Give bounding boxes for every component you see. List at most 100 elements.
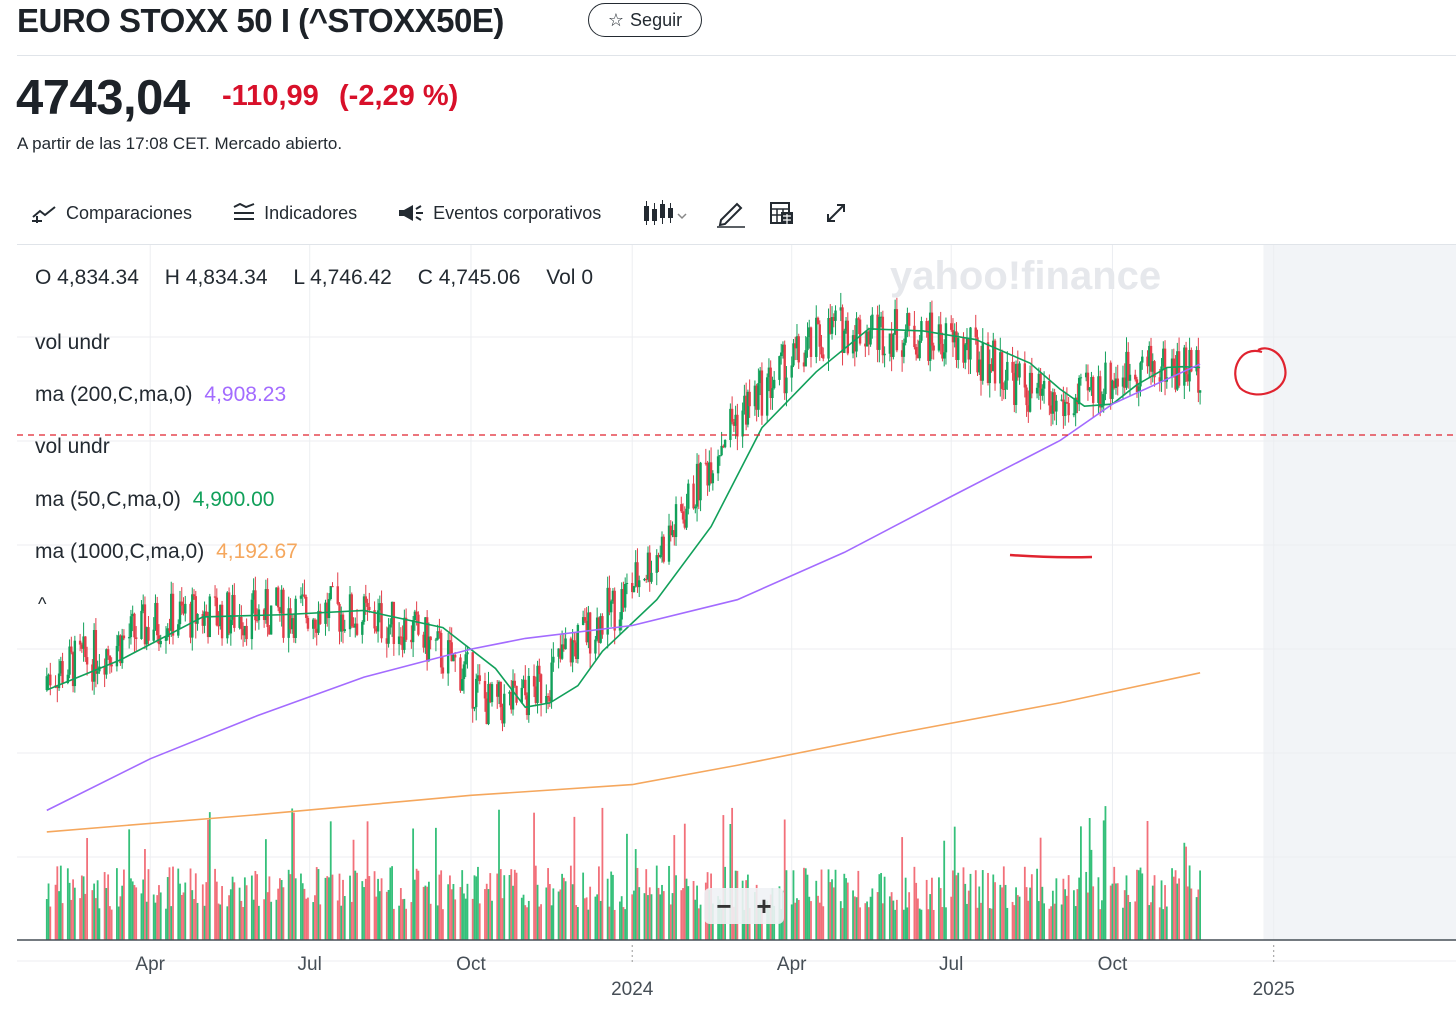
volume-bar xyxy=(466,883,469,940)
candle-body xyxy=(206,616,210,638)
ma-line xyxy=(46,672,1201,833)
candle-body xyxy=(508,691,511,694)
candle-body xyxy=(576,624,580,659)
volume-bar xyxy=(999,884,1002,940)
candle-body xyxy=(473,707,476,709)
candle-body xyxy=(231,594,234,620)
candle-body xyxy=(718,455,722,457)
table-button[interactable] xyxy=(769,200,795,226)
volume-bar xyxy=(399,888,402,940)
candle-body xyxy=(184,603,187,614)
candle-body xyxy=(1067,402,1070,416)
candle-body xyxy=(722,445,725,448)
candle-body xyxy=(581,617,585,625)
comparisons-button[interactable]: Comparaciones xyxy=(30,203,192,224)
candle-body xyxy=(364,596,367,603)
volume-bar xyxy=(238,887,241,940)
annotation-underline xyxy=(1009,553,1093,559)
volume-bar xyxy=(1127,894,1130,940)
candle-body xyxy=(476,675,480,679)
events-button[interactable]: Eventos corporativos xyxy=(397,203,601,224)
volume-bar xyxy=(931,877,933,940)
volume-bar xyxy=(356,872,358,940)
candle-body xyxy=(240,616,243,630)
volume-bar xyxy=(978,886,981,940)
volume-bar xyxy=(158,885,160,940)
candle-body xyxy=(674,504,678,538)
megaphone-icon xyxy=(397,203,425,223)
volume-bar xyxy=(1001,887,1003,940)
candle-body xyxy=(341,614,345,632)
volume-bar xyxy=(268,876,271,940)
volume-bar xyxy=(1139,867,1142,940)
candle-body xyxy=(1055,400,1058,412)
candle-body xyxy=(464,654,467,665)
fullscreen-button[interactable] xyxy=(825,202,847,224)
volume-bar xyxy=(366,821,369,940)
candle-body xyxy=(711,473,715,484)
volume-bar xyxy=(463,893,465,940)
indicators-button[interactable]: Indicadores xyxy=(232,203,357,224)
candle-body xyxy=(1111,380,1114,399)
zoom-out-button[interactable]: − xyxy=(716,890,732,921)
volume-bar xyxy=(990,908,993,940)
candle-body xyxy=(205,611,208,617)
candle-body xyxy=(134,637,138,639)
candle-body xyxy=(720,445,723,456)
volume-bar xyxy=(342,879,344,940)
candle-body xyxy=(520,687,523,703)
candle-body xyxy=(499,681,502,708)
volume-bar xyxy=(1048,908,1051,940)
candle-body xyxy=(988,364,991,384)
candle-body xyxy=(490,684,494,703)
volume-bar xyxy=(231,876,234,940)
zoom-in-button[interactable]: + xyxy=(756,890,772,921)
volume-bar xyxy=(354,870,357,940)
legend-ma50[interactable]: ma (50,C,ma,0) 4,900.00 xyxy=(35,488,274,512)
volume-bar xyxy=(254,870,257,940)
collapse-legend-icon[interactable]: ^ xyxy=(38,594,47,614)
candle-body xyxy=(573,640,576,643)
volume-bar xyxy=(301,883,304,940)
candle-body xyxy=(303,594,306,597)
legend-ma1000[interactable]: ma (1000,C,ma,0) 4,192.67 xyxy=(35,540,298,564)
volume-bar xyxy=(473,875,476,940)
volume-bar xyxy=(193,899,195,940)
candle-body xyxy=(760,370,764,416)
volume-bar xyxy=(559,889,562,940)
candle-body xyxy=(546,695,550,698)
draw-button[interactable] xyxy=(715,198,747,228)
candle-body xyxy=(1134,374,1137,380)
volume-bar xyxy=(569,865,572,940)
candle-body xyxy=(129,616,133,638)
candle-body xyxy=(930,312,934,346)
candle-body xyxy=(932,345,935,351)
candle-body xyxy=(106,649,110,656)
candle-body xyxy=(255,620,259,622)
volume-bar xyxy=(484,889,486,940)
candle-body xyxy=(772,379,776,389)
chart-type-button[interactable] xyxy=(641,199,689,227)
candle-body xyxy=(539,674,543,704)
volume-bar xyxy=(1050,906,1053,940)
follow-button[interactable]: ☆ Seguir xyxy=(588,3,702,37)
candle-body xyxy=(368,606,371,611)
volume-bar xyxy=(496,873,499,940)
volume-bar xyxy=(350,901,353,940)
candle-body xyxy=(829,317,832,334)
ma-line xyxy=(46,327,1201,709)
candle-body xyxy=(266,589,269,628)
volume-bar xyxy=(1018,896,1021,940)
candle-body xyxy=(166,628,169,638)
volume-bar xyxy=(203,905,206,940)
candle-body xyxy=(276,587,280,608)
volume-bar xyxy=(277,888,280,940)
candle-body xyxy=(927,332,930,361)
volume-bar xyxy=(1006,907,1009,940)
candle-body xyxy=(879,316,883,318)
candle-body xyxy=(1153,361,1156,378)
candle-body xyxy=(49,674,52,686)
volume-bar xyxy=(93,883,96,940)
legend-ma200[interactable]: ma (200,C,ma,0) 4,908.23 xyxy=(35,383,286,407)
